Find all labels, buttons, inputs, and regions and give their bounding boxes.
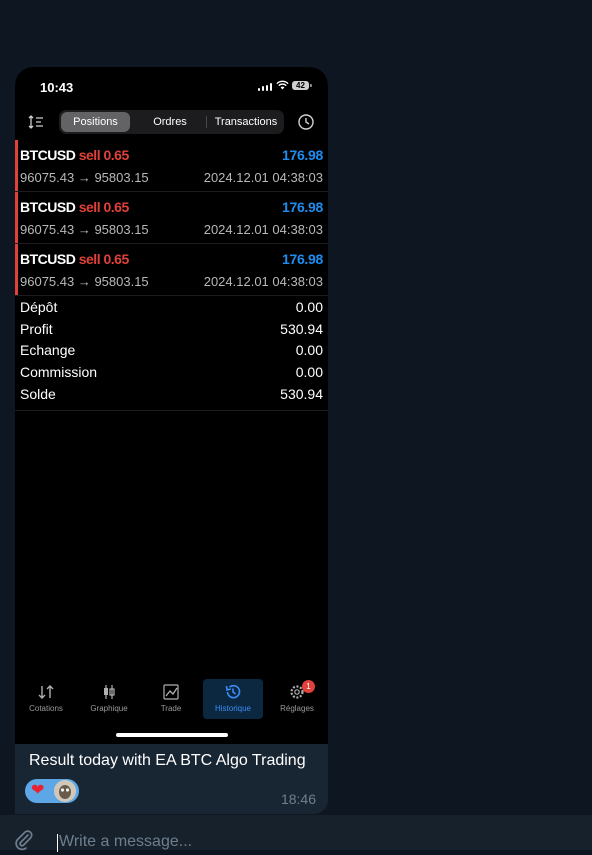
position-time: 2024.12.01 04:38:03	[203, 274, 323, 289]
segmented-control: Positions Ordres Transactions	[59, 110, 284, 134]
avatar	[54, 780, 76, 802]
message-time: 18:46	[280, 791, 316, 807]
position-profit: 176.98	[281, 251, 323, 267]
tab-reglages[interactable]: 1 Réglages	[266, 679, 328, 719]
position-prices: 96075.43 → 95803.15	[20, 274, 149, 289]
list-item[interactable]: BTCUSD sell 0.65 176.98 96075.43 → 95803…	[15, 140, 328, 192]
position-side: sell 0.65	[78, 251, 130, 267]
position-time: 2024.12.01 04:38:03	[203, 170, 323, 185]
summary-label: Solde	[20, 385, 56, 402]
summary-label: Profit	[20, 320, 53, 337]
summary-label: Commission	[20, 364, 98, 381]
sell-indicator	[15, 140, 18, 191]
tab-label: Historique	[214, 704, 251, 713]
tab-label: Cotations	[29, 704, 63, 713]
position-title: BTCUSD sell 0.65	[20, 147, 129, 163]
chart-line-icon	[163, 684, 179, 700]
history-icon	[225, 684, 241, 699]
screenshot-image[interactable]: 10:43 42 Positions Ordres Transactions	[15, 67, 328, 744]
arrows-icon	[38, 685, 54, 699]
position-symbol: BTCUSD	[20, 199, 76, 215]
position-prices: 96075.43 → 95803.15	[20, 222, 149, 237]
summary-value: 0.00	[295, 342, 323, 359]
sort-icon[interactable]	[27, 113, 45, 131]
tab-cotations[interactable]: Cotations	[15, 679, 77, 719]
tab-trade[interactable]: Trade	[140, 679, 202, 719]
tab-label: Réglages	[280, 704, 314, 713]
signal-icon	[258, 83, 272, 91]
paperclip-icon[interactable]	[12, 828, 36, 852]
bottom-tab-bar: Cotations Graphique Trade	[15, 674, 328, 724]
gear-icon	[290, 685, 304, 699]
message-bubble[interactable]: 10:43 42 Positions Ordres Transactions	[15, 67, 328, 814]
candles-icon	[104, 685, 115, 699]
tab-historique[interactable]: Historique	[203, 679, 263, 719]
summary-row: Profit 530.94	[15, 318, 328, 340]
status-bar: 10:43 42	[15, 67, 328, 107]
text-caret	[57, 834, 58, 852]
message-caption: Result today with EA BTC Algo Trading	[29, 752, 306, 769]
battery-icon: 42	[292, 81, 312, 90]
summary-row: Commission 0.00	[15, 361, 328, 383]
position-symbol: BTCUSD	[20, 251, 76, 267]
heart-icon: ❤	[31, 782, 45, 799]
position-profit: 176.98	[281, 147, 323, 163]
position-side: sell 0.65	[78, 147, 130, 163]
segment-divider	[206, 116, 207, 128]
position-title: BTCUSD sell 0.65	[20, 199, 129, 215]
summary-row: Solde 530.94	[15, 383, 328, 405]
summary-label: Dépôt	[20, 299, 58, 315]
account-summary: Dépôt 0.00 Profit 530.94 Echange 0.00 Co…	[15, 296, 328, 411]
notification-badge: 1	[302, 680, 315, 693]
toolbar: Positions Ordres Transactions	[15, 110, 328, 134]
status-time: 10:43	[40, 80, 74, 95]
sell-indicator	[15, 192, 18, 243]
segment-ordres[interactable]: Ordres	[153, 116, 187, 128]
wifi-icon	[276, 80, 289, 90]
message-composer	[0, 815, 592, 855]
position-time: 2024.12.01 04:38:03	[203, 222, 323, 237]
summary-value: 0.00	[295, 299, 323, 315]
position-prices: 96075.43 → 95803.15	[20, 170, 149, 185]
positions-list: BTCUSD sell 0.65 176.98 96075.43 → 95803…	[15, 140, 328, 296]
position-side: sell 0.65	[78, 199, 130, 215]
clock-icon[interactable]	[297, 113, 315, 131]
position-symbol: BTCUSD	[20, 147, 76, 163]
list-item[interactable]: BTCUSD sell 0.65 176.98 96075.43 → 95803…	[15, 244, 328, 296]
list-item[interactable]: BTCUSD sell 0.65 176.98 96075.43 → 95803…	[15, 192, 328, 244]
home-indicator	[116, 733, 228, 737]
summary-value: 0.00	[295, 364, 323, 381]
position-title: BTCUSD sell 0.65	[20, 251, 129, 267]
summary-row: Dépôt 0.00	[15, 296, 328, 318]
segment-transactions[interactable]: Transactions	[214, 116, 278, 128]
reaction-chip[interactable]: ❤	[25, 779, 79, 803]
tab-label: Graphique	[90, 704, 128, 713]
summary-label: Echange	[20, 342, 76, 359]
segment-positions[interactable]: Positions	[61, 112, 130, 132]
sell-indicator	[15, 244, 18, 295]
position-profit: 176.98	[281, 199, 323, 215]
message-input[interactable]	[59, 829, 509, 855]
tab-graphique[interactable]: Graphique	[78, 679, 140, 719]
summary-row: Echange 0.00	[15, 339, 328, 361]
summary-value: 530.94	[280, 320, 323, 337]
tab-label: Trade	[160, 704, 182, 713]
summary-value: 530.94	[280, 385, 323, 402]
